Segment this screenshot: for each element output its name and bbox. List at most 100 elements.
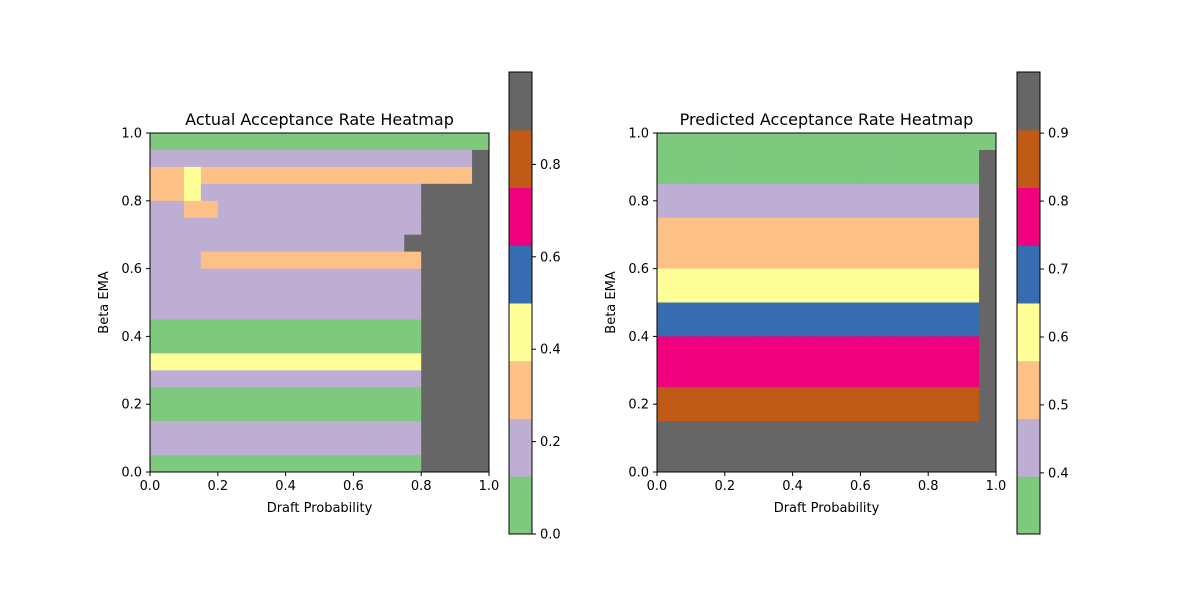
predicted-heatmap-cell [860,234,878,253]
predicted-heatmap-cell [911,336,929,354]
actual-heatmap-cell [183,200,202,219]
actual-heatmap-cell [251,319,270,337]
predicted-heatmap-cell [911,438,929,456]
predicted-heatmap-cell [809,149,827,168]
actual-heatmap-cell [387,200,405,219]
actual-x-axis-label: Draft Probability [267,501,373,516]
predicted-heatmap-cell [657,285,675,303]
actual-heatmap-cell [319,200,337,219]
actual-heatmap-cell [251,387,270,405]
predicted-colorbar-segment [1017,187,1040,246]
actual-heatmap-cell [217,234,236,253]
actual-heatmap-cell [370,336,388,354]
predicted-heatmap-cell [792,319,811,337]
predicted-heatmap-cell [979,268,997,287]
actual-heatmap-cell [472,421,490,439]
predicted-heatmap-cell [792,455,811,473]
predicted-heatmap-cell [758,285,777,303]
actual-heatmap-cell [438,370,456,388]
predicted-heatmap-cell [962,285,980,303]
predicted-heatmap-cell [826,183,844,202]
actual-heatmap-cell [166,336,185,354]
actual-heatmap-cell [438,404,456,422]
actual-heatmap-cell [370,438,388,456]
actual-heatmap-cell [370,166,388,185]
predicted-heatmap-cell [877,336,895,354]
predicted-heatmap-cell [843,387,861,405]
actual-heatmap-cell [370,285,388,303]
actual-heatmap-cell [353,353,371,371]
actual-heatmap-cell [387,285,405,303]
predicted-heatmap-cell [911,302,929,320]
predicted-heatmap-cell [945,183,963,202]
predicted-heatmap-cell [690,166,709,185]
predicted-colorbar-frame [1016,71,1041,535]
predicted-heatmap-cell [673,251,692,270]
actual-heatmap-cell [166,285,185,303]
predicted-heatmap-cell [809,234,827,253]
actual-heatmap-cell [353,200,371,219]
predicted-heatmap-cell [724,336,743,354]
actual-heatmap-cell [336,421,354,439]
predicted-heatmap-cell [741,268,760,287]
actual-heatmap-cell [370,234,388,253]
actual-heatmap-cell [319,404,337,422]
actual-heatmap-cell [472,166,490,185]
actual-heatmap-cell [183,133,202,151]
predicted-heatmap-cell [843,302,861,320]
actual-heatmap-cell [421,438,439,456]
predicted-heatmap-cell [809,455,827,473]
predicted-heatmap-cell [877,251,895,270]
predicted-heatmap-cell [690,319,709,337]
predicted-heatmap-cell [979,370,997,388]
predicted-heatmap-cell [860,455,878,473]
actual-heatmap-cell [251,438,270,456]
actual-heatmap-cell [353,133,371,151]
actual-heatmap-cell [251,251,270,270]
actual-heatmap-cell [200,133,219,151]
actual-heatmap-cell [150,166,168,185]
actual-heatmap-cell [353,149,371,168]
predicted-heatmap-cell [657,268,675,287]
predicted-heatmap-cell [724,251,743,270]
predicted-heatmap-cell [775,217,794,236]
predicted-heatmap-cell [928,455,946,473]
predicted-heatmap-cell [928,370,946,388]
actual-heatmap-cell [353,455,371,473]
predicted-heatmap-cell [979,183,997,202]
predicted-heatmap-cell [673,370,692,388]
predicted-heatmap-cell [724,370,743,388]
predicted-heatmap-cell [826,387,844,405]
actual-y-axis-label: Beta EMA [97,271,112,334]
actual-heatmap-cell [336,183,354,202]
actual-heatmap-cell [217,268,236,287]
actual-heatmap-cell [150,200,168,219]
actual-heatmap-cell [200,421,219,439]
predicted-colorbar-segment [1017,360,1040,419]
actual-heatmap-cell [455,319,473,337]
actual-heatmap-cell [150,251,168,270]
actual-heatmap-cell [251,268,270,287]
actual-heatmap-cell [183,404,202,422]
predicted-heatmap-cell [928,166,946,185]
predicted-heatmap-cell [843,319,861,337]
actual-heatmap-cell [150,455,168,473]
actual-colorbar-segment [509,360,532,419]
predicted-heatmap-cell [690,387,709,405]
predicted-heatmap-cell [775,183,794,202]
actual-heatmap-cell [166,149,185,168]
actual-colorbar-tick-label: 0.4 [540,343,561,358]
predicted-heatmap-cell [860,421,878,439]
predicted-heatmap-cell [826,268,844,287]
actual-heatmap-cell [421,268,439,287]
predicted-heatmap-cell [657,404,675,422]
actual-heatmap-cell [302,387,320,405]
predicted-heatmap-cell [911,404,929,422]
actual-heatmap-cell [217,200,236,219]
predicted-heatmap-cell [843,404,861,422]
actual-heatmap-cell [404,319,422,337]
predicted-heatmap-cell [724,149,743,168]
predicted-x-tick-label: 0.8 [918,479,939,494]
predicted-heatmap-cell [758,336,777,354]
predicted-heatmap-cell [877,438,895,456]
